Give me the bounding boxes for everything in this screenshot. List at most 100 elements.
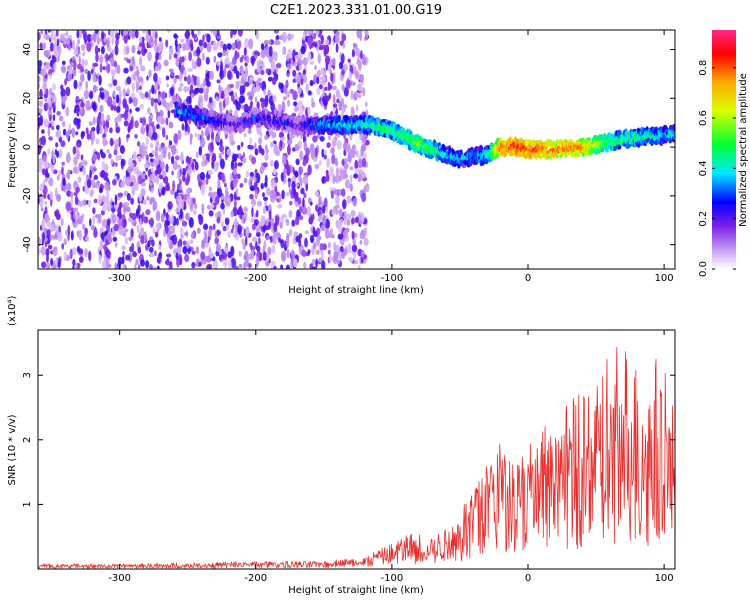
heatmap-cell — [213, 259, 219, 269]
heatmap-cell — [92, 215, 95, 225]
heatmap-cell — [328, 115, 334, 120]
heatmap-cell — [148, 39, 152, 45]
heatmap-cell — [235, 70, 240, 79]
heatmap-cell — [273, 265, 277, 269]
heatmap-cell — [307, 35, 313, 47]
heatmap-cell — [357, 59, 362, 70]
heatmap-cell — [94, 214, 100, 219]
heatmap-cell — [89, 218, 92, 227]
heatmap-cell — [110, 69, 116, 76]
heatmap-cell — [313, 241, 317, 250]
heatmap-cell — [116, 64, 121, 74]
heatmap-cell — [130, 197, 135, 205]
heatmap-cell — [343, 158, 348, 164]
heatmap-cell — [271, 76, 277, 86]
heatmap-cell — [227, 70, 232, 80]
heatmap-cell — [327, 62, 331, 72]
heatmap-cell — [239, 85, 245, 95]
heatmap-cell — [165, 163, 169, 173]
heatmap-cell — [332, 174, 336, 185]
heatmap-cell — [40, 135, 47, 146]
heatmap-cell — [269, 189, 275, 199]
heatmap-cell — [131, 44, 136, 54]
heatmap-cell — [557, 147, 562, 153]
heatmap-cell — [191, 250, 196, 255]
x-tick-label: -100 — [381, 573, 404, 584]
heatmap-cell — [349, 148, 355, 158]
heatmap-cell — [229, 109, 233, 114]
heatmap-cell — [220, 41, 224, 49]
heatmap-cell — [208, 186, 213, 192]
heatmap-cell — [122, 98, 127, 109]
heatmap-cell — [184, 30, 190, 39]
heatmap-cell — [305, 147, 310, 157]
heatmap-cell — [51, 54, 55, 61]
heatmap-cell — [287, 48, 293, 59]
heatmap-cell — [318, 160, 322, 166]
heatmap-cell — [126, 58, 131, 64]
heatmap-cell — [265, 45, 269, 57]
heatmap-cell — [300, 73, 305, 79]
heatmap-cell — [131, 82, 135, 92]
heatmap-cell — [331, 137, 337, 148]
heatmap-cell — [70, 230, 74, 241]
heatmap-cell — [103, 36, 107, 43]
heatmap-cell — [111, 201, 115, 206]
heatmap-cell — [52, 83, 56, 91]
heatmap-cell — [177, 170, 181, 181]
heatmap-cell — [259, 131, 263, 138]
x-tick-label: -300 — [108, 573, 131, 584]
heatmap-cell — [281, 31, 287, 43]
heatmap-cell — [307, 51, 312, 62]
heatmap-cell — [196, 227, 201, 234]
heatmap-cell — [43, 161, 49, 169]
heatmap-cell — [167, 151, 171, 160]
heatmap-cell — [163, 229, 166, 237]
heatmap-cell — [187, 75, 191, 85]
snr-y-ticks: 123 — [22, 372, 675, 508]
heatmap-cell — [93, 62, 99, 67]
heatmap-cell — [276, 62, 282, 69]
heatmap-cell — [339, 246, 344, 253]
heatmap-cell — [177, 129, 182, 141]
heatmap-cell — [189, 239, 194, 244]
heatmap-cell — [363, 227, 368, 237]
heatmap-cell — [214, 196, 220, 205]
heatmap-cell — [122, 232, 127, 237]
heatmap-cell — [277, 104, 283, 111]
heatmap-cell — [165, 212, 169, 220]
heatmap-cell — [162, 170, 166, 179]
heatmap-cell — [105, 63, 111, 74]
heatmap-cell — [327, 241, 331, 249]
heatmap-cell — [256, 63, 260, 73]
heatmap-cell — [71, 68, 77, 77]
heatmap-cell — [174, 38, 178, 48]
heatmap-cell — [97, 36, 100, 45]
heatmap-cell — [262, 251, 267, 261]
heatmap-cell — [154, 84, 158, 91]
heatmap-cell — [360, 249, 365, 259]
heatmap-cell — [117, 206, 122, 218]
heatmap-cell — [285, 79, 289, 89]
heatmap-cell — [43, 118, 50, 128]
heatmap-cell — [175, 57, 180, 67]
heatmap-cell — [52, 153, 56, 164]
heatmap-cell — [61, 243, 64, 250]
heatmap-cell — [149, 158, 154, 163]
heatmap-cell — [99, 63, 103, 73]
heatmap-cell — [442, 144, 446, 152]
heatmap-cell — [295, 215, 300, 226]
heatmap-cell — [161, 187, 166, 196]
heatmap-cell — [270, 159, 274, 167]
heatmap-cell — [47, 148, 51, 155]
heatmap-cell — [168, 68, 174, 73]
heatmap-cell — [179, 72, 183, 83]
heatmap-cell — [47, 127, 51, 137]
heatmap-cell — [210, 252, 214, 259]
heatmap-cell — [292, 78, 296, 83]
heatmap-cell — [186, 96, 192, 104]
heatmap-cell — [92, 75, 97, 83]
heatmap-cell — [115, 155, 121, 161]
spectrogram-frame — [37, 29, 676, 270]
heatmap-cell — [155, 210, 161, 222]
